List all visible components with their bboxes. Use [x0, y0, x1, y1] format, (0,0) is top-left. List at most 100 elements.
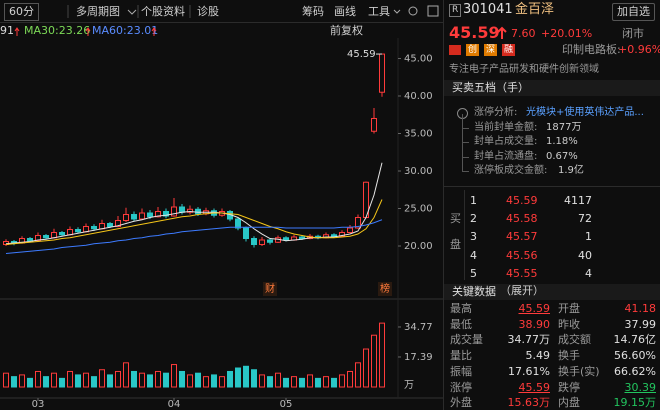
add-watchlist-button[interactable]: 加自选: [612, 3, 655, 21]
volume-bar: [11, 376, 17, 388]
candle-body: [371, 117, 377, 132]
window-icon[interactable]: [427, 5, 439, 17]
tools-button[interactable]: 工具: [368, 5, 390, 18]
ma-legend-item: 91: [0, 24, 14, 37]
key-label: 内盘: [558, 396, 580, 410]
y-tick-label: 17.39: [404, 352, 433, 363]
key-label: 外盘: [450, 396, 472, 410]
event-marker-bg: [378, 282, 392, 296]
volume-bar: [307, 374, 313, 388]
candle-body: [3, 241, 9, 246]
period-button[interactable]: 60分: [4, 3, 39, 21]
key-value: 37.99: [624, 317, 657, 331]
analysis-value: 1.9亿: [558, 165, 584, 176]
expand-button[interactable]: （展开）: [500, 284, 544, 297]
key-label: 换手(实): [558, 364, 600, 378]
volume-bar: [163, 372, 169, 388]
key-label: 最低: [450, 317, 472, 331]
candle-body: [195, 208, 201, 215]
dropdown-arrow: [393, 9, 401, 14]
last-price: 45.59: [449, 23, 500, 42]
event-marker: 财: [265, 282, 275, 295]
candle-body: [171, 206, 177, 217]
tree-line: [462, 142, 469, 158]
sector-label[interactable]: 印制电路板:: [562, 43, 621, 56]
key-value: 38.90: [518, 317, 551, 331]
candle-body: [163, 211, 169, 217]
volume-bar: [355, 362, 361, 388]
bid-price: 45.56: [506, 248, 538, 262]
stock-name: 金百泽: [515, 2, 555, 17]
settings-icon[interactable]: [408, 6, 418, 16]
bid-volume: 40: [578, 248, 592, 262]
diagnose-button[interactable]: 诊股: [197, 5, 219, 18]
candle-body: [27, 238, 33, 242]
ma-line: [5, 199, 383, 246]
y-tick-label: 34.77: [404, 322, 433, 333]
volume-unit: 万: [404, 380, 414, 391]
candle-body: [139, 212, 145, 220]
volume-bar: [35, 370, 41, 388]
candle-body: [347, 227, 353, 234]
key-value: 56.60%: [614, 349, 656, 363]
tree-line: [462, 157, 469, 172]
volume-bar: [275, 372, 281, 388]
profile-button[interactable]: 个股资料: [141, 5, 185, 18]
analysis-label: 当前封单金额:: [474, 121, 538, 133]
order-book-title: 买卖五档（手）: [452, 81, 529, 94]
volume-bar: [67, 370, 73, 388]
adjust-button[interactable]: 前复权: [330, 24, 363, 37]
analysis-value: 0.67%: [546, 150, 578, 162]
volume-bar: [83, 372, 89, 388]
bid-volume: 1: [585, 230, 592, 244]
key-label: 振幅: [450, 364, 472, 378]
volume-bar: [27, 377, 33, 388]
bid-price: 45.55: [506, 266, 538, 280]
volume-bar: [19, 374, 25, 388]
candle-body: [267, 239, 273, 243]
analysis-label: 封单占成交量:: [474, 136, 538, 147]
bid-price: 45.58: [506, 212, 538, 226]
analysis-label: 封单占流通盘:: [474, 150, 538, 162]
draw-button[interactable]: 画线: [334, 5, 356, 18]
volume-bar: [203, 376, 209, 388]
candle-body: [187, 208, 193, 213]
analysis-label: 涨停分析:: [474, 107, 518, 118]
analysis-value: 1877万: [546, 121, 582, 133]
candle-body: [147, 212, 153, 218]
market-tag: R: [449, 4, 462, 17]
candle-body: [75, 229, 81, 233]
key-value: 19.15万: [613, 396, 657, 410]
key-value: 14.76亿: [613, 333, 657, 347]
volume-bar: [171, 364, 177, 388]
candle-body: [355, 217, 361, 229]
volume-bar: [267, 376, 273, 388]
volume-bar: [299, 377, 305, 388]
volume-bar: [195, 372, 201, 388]
volume-bar: [235, 367, 241, 388]
volume-bar: [259, 374, 265, 388]
candle-body: [235, 218, 241, 229]
analysis-label: 涨停板成交金额:: [474, 165, 548, 176]
candle-body: [115, 220, 121, 228]
up-arrow: [497, 26, 507, 39]
ma-legend-item: MA30:23.26: [24, 24, 91, 37]
y-tick-label: 35.00: [404, 128, 433, 139]
toolbar-icons: [67, 5, 439, 18]
bid-level: 3: [470, 230, 477, 244]
key-label: 跌停: [558, 380, 580, 394]
volume-bar: [179, 370, 185, 388]
volume-bar: [123, 362, 129, 388]
volume-bar: [283, 377, 289, 388]
multi-period-button[interactable]: 多周期图: [76, 5, 120, 18]
candle-body: [379, 53, 385, 93]
chips-button[interactable]: 筹码: [302, 5, 324, 18]
company-intro: 专注电子产品研发和硬件创新领域: [449, 64, 599, 75]
up-arrow: [14, 27, 20, 36]
y-tick-label: 25.00: [404, 204, 433, 215]
bid-level: 1: [470, 194, 477, 207]
volume-bar: [347, 370, 353, 388]
key-value: 5.49: [525, 349, 551, 363]
candle-body: [331, 234, 337, 237]
divider: [0, 22, 443, 23]
